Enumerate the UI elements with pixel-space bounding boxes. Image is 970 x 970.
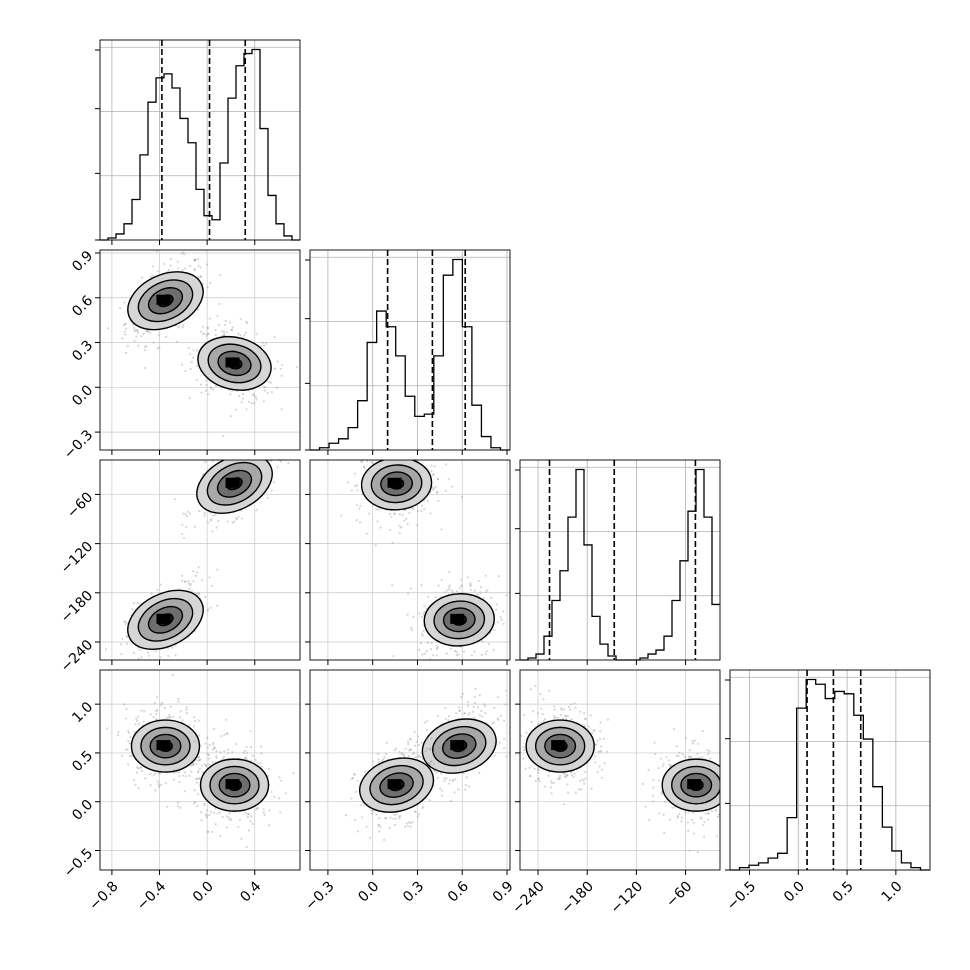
density-peak [551, 740, 566, 751]
panel-background [310, 250, 510, 450]
panel-frame [309, 249, 511, 451]
panel-frame [309, 459, 511, 661]
density-peak [156, 294, 171, 305]
density-peak [156, 740, 171, 751]
histogram-step-line [520, 468, 720, 661]
panel-background [520, 460, 720, 660]
panel-frame [519, 669, 721, 871]
x-tick-label: −0.5 [724, 878, 759, 913]
x-tick-label: 0.0 [190, 878, 217, 905]
y-tick-label: 0.5 [69, 748, 96, 775]
panel-frame [99, 39, 301, 241]
histogram-step-line [310, 258, 510, 451]
y-tick-label: 0.0 [69, 382, 96, 409]
histogram-step-line [730, 678, 930, 871]
density-peak [387, 477, 402, 488]
density-peak [450, 613, 465, 624]
y-tick-label: 0.9 [69, 248, 96, 275]
panel-frame [99, 669, 301, 871]
x-tick-label: −180 [558, 878, 597, 917]
x-tick-label: −120 [608, 878, 647, 917]
x-tick-label: 0.0 [355, 878, 382, 905]
y-tick-label: −180 [58, 588, 97, 627]
scatter-panel-3-0 [95, 669, 301, 875]
x-tick-label: 0.6 [445, 878, 472, 905]
histogram-panel-1 [305, 249, 511, 455]
density-peak [387, 779, 402, 790]
panel-background [100, 40, 300, 240]
y-tick-label: 1.0 [69, 699, 96, 726]
panel-frame [309, 669, 511, 871]
x-tick-label: 0.3 [400, 878, 427, 905]
panel-frame [99, 459, 301, 661]
x-tick-label: 0.4 [237, 878, 264, 905]
x-tick-label: −240 [509, 878, 548, 917]
scatter-panel-3-1 [305, 669, 511, 875]
scatter-panel-2-1 [305, 459, 511, 665]
scatter-panel-1-0 [95, 249, 301, 455]
panel-frame [519, 459, 721, 661]
x-tick-label: 1.0 [879, 878, 906, 905]
y-tick-label: 0.0 [69, 797, 96, 824]
density-peak [156, 613, 171, 624]
x-tick-label: 0.0 [781, 878, 808, 905]
y-tick-label: 0.3 [69, 338, 96, 365]
density-peak [687, 779, 702, 790]
x-tick-label: −0.3 [302, 878, 337, 913]
panel-frame [729, 669, 931, 871]
scatter-panel-3-2 [515, 669, 721, 875]
histogram-panel-0 [95, 39, 301, 245]
density-peak [225, 357, 240, 368]
panel-background [100, 670, 300, 870]
scatter-panel-2-0 [95, 459, 301, 665]
histogram-step-line [100, 48, 300, 241]
y-tick-label: −60 [64, 489, 96, 521]
y-tick-label: −120 [58, 539, 97, 578]
x-tick-label: −60 [663, 878, 695, 910]
panel-background [730, 670, 930, 870]
density-peak [225, 477, 240, 488]
density-peak [225, 779, 240, 790]
x-tick-label: −0.8 [86, 878, 121, 913]
x-tick-label: 0.5 [830, 878, 857, 905]
y-tick-label: 0.6 [69, 293, 96, 320]
y-tick-label: −0.3 [61, 427, 96, 462]
y-tick-label: −240 [58, 637, 97, 676]
y-tick-label: −0.5 [61, 845, 96, 880]
density-peak [450, 740, 465, 751]
x-tick-label: −0.4 [134, 878, 169, 913]
histogram-panel-3 [725, 669, 931, 875]
panel-frame [99, 249, 301, 451]
histogram-panel-2 [515, 459, 721, 665]
